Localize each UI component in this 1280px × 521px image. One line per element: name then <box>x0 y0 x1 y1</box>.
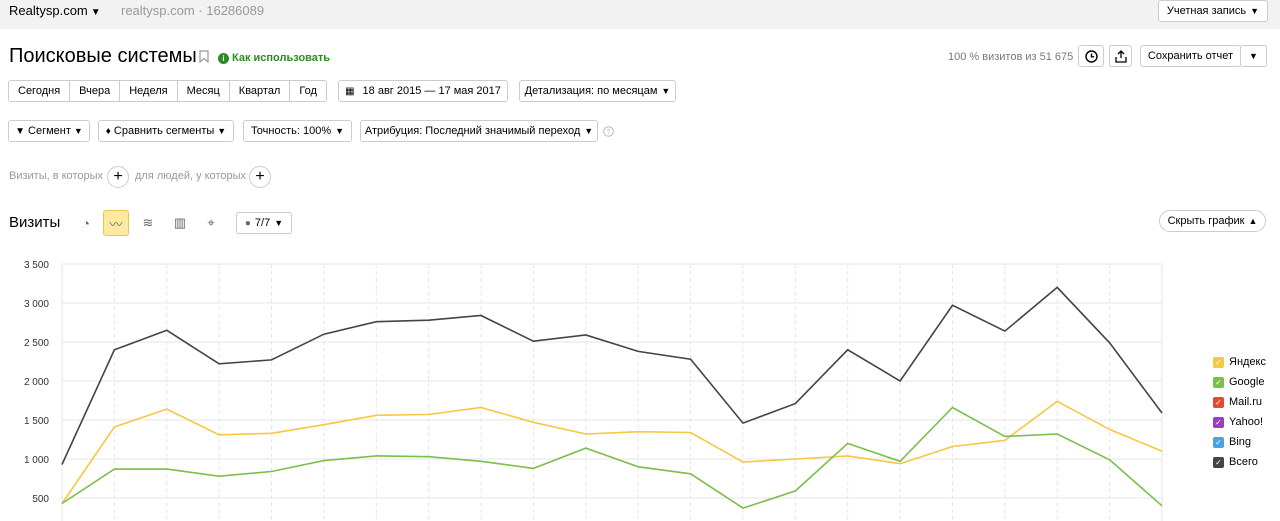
checkbox-icon: ✓ <box>1213 416 1224 428</box>
series-line <box>61 286 1163 465</box>
account-label: Учетная запись <box>1166 5 1247 17</box>
visits-line-chart[interactable]: 500 1 000 1 500 2 000 2 500 3 000 3 500 <box>0 250 1280 521</box>
account-button[interactable]: Учетная запись ▼ <box>1157 0 1268 22</box>
accuracy-dropdown[interactable]: Точность: 100% ▼ <box>243 120 352 142</box>
y-tick-label: 1 500 <box>24 416 49 427</box>
legend-label: Bing <box>1229 436 1252 448</box>
page-title: Поисковые системы <box>9 45 197 67</box>
detail-dropdown[interactable]: Детализация: по месяцам ▼ <box>519 80 676 102</box>
period-quarter[interactable]: Квартал <box>230 81 291 101</box>
chart-legend: ✓ Яндекс ✓ Google ✓ Mail.ru ✓ Yahoo! ✓ Bing ✓ Всего <box>1213 352 1266 472</box>
bookmark-icon[interactable] <box>199 50 209 63</box>
attribution-label: Атрибуция: Последний значимый переход <box>364 125 581 137</box>
chevron-down-icon: ▼ <box>335 126 345 136</box>
howto-label: Как использовать <box>232 52 331 64</box>
calendar-icon: ▦ <box>345 85 355 97</box>
date-range-label: 18 авг 2015 — 17 мая 2017 <box>362 85 501 97</box>
chevron-down-icon: ▼ <box>661 86 671 96</box>
history-button[interactable] <box>1078 45 1104 67</box>
checkbox-icon: ✓ <box>1213 456 1224 468</box>
series-line <box>61 400 1163 504</box>
legend-item[interactable]: ✓ Bing <box>1213 432 1266 452</box>
chevron-down-icon: ▼ <box>274 218 284 228</box>
map-pin-icon[interactable]: ⌖ <box>207 215 215 230</box>
series-count-label: 7/7 <box>254 217 271 229</box>
chevron-down-icon: ▼ <box>1250 6 1259 16</box>
checkbox-icon: ✓ <box>1213 376 1224 388</box>
legend-label: Google <box>1229 376 1265 388</box>
legend-item[interactable]: ✓ Всего <box>1213 452 1266 472</box>
y-tick-label: 2 500 <box>24 338 49 349</box>
y-tick-label: 3 000 <box>24 299 49 310</box>
add-people-condition-button[interactable]: + <box>249 166 271 188</box>
legend-label: Всего <box>1229 456 1258 468</box>
period-today[interactable]: Сегодня <box>9 81 71 101</box>
legend-item[interactable]: ✓ Яндекс <box>1213 352 1266 372</box>
y-tick-label: 2 000 <box>24 377 49 388</box>
attribution-dropdown[interactable]: Атрибуция: Последний значимый переход ▼ <box>360 120 598 142</box>
legend-label: Mail.ru <box>1229 396 1263 408</box>
compare-segments-dropdown[interactable]: ♦ Сравнить сегменты ▼ <box>98 120 234 142</box>
legend-item[interactable]: ✓ Google <box>1213 372 1266 392</box>
chevron-up-icon: ▲ <box>1248 216 1258 226</box>
checkbox-icon: ✓ <box>1213 396 1224 408</box>
checkbox-icon: ✓ <box>1213 356 1224 368</box>
period-week[interactable]: Неделя <box>120 81 178 101</box>
y-tick-label: 500 <box>32 494 49 505</box>
share-icon <box>1114 49 1127 63</box>
compare-label: Сравнить сегменты <box>113 125 215 137</box>
save-options-button[interactable]: ▼ <box>1240 45 1267 67</box>
y-tick-label: 1 000 <box>24 455 49 466</box>
checkbox-icon: ✓ <box>1213 436 1224 448</box>
save-report-button[interactable]: Сохранить отчет <box>1140 45 1241 67</box>
counter-label: realtysp.com · 16286089 <box>121 3 265 18</box>
hide-chart-label: Скрыть график <box>1167 215 1245 227</box>
period-year[interactable]: Год <box>299 85 317 97</box>
visits-summary: 100 % визитов из 51 675 <box>948 51 1074 63</box>
filter-icon: ▼ <box>15 125 26 137</box>
svg-text:?: ? <box>607 129 611 136</box>
legend-item[interactable]: ✓ Yahoo! <box>1213 412 1266 432</box>
top-bar: Realtysp.com ▼ realtysp.com · 16286089 Уч… <box>0 0 1280 29</box>
compare-icon: ♦ <box>105 125 111 137</box>
site-selector[interactable]: Realtysp.com ▼ <box>9 3 101 18</box>
visits-condition-label: Визиты, в которых <box>9 170 103 182</box>
chevron-down-icon: ▼ <box>584 126 594 136</box>
area-chart-icon[interactable]: ≋ <box>142 215 154 230</box>
chevron-down-icon: ▼ <box>90 7 101 18</box>
export-button[interactable] <box>1109 45 1132 67</box>
chevron-down-icon: ▼ <box>1249 51 1258 61</box>
accuracy-label: Точность: 100% <box>250 125 332 137</box>
series-count-dropdown[interactable]: ● 7/7 ▼ <box>236 212 292 234</box>
comment-icon: ● <box>244 217 251 229</box>
pie-chart-icon[interactable]: ◔ <box>82 215 90 231</box>
legend-label: Яндекс <box>1229 356 1266 368</box>
howto-link[interactable]: i Как использовать <box>218 52 330 64</box>
clock-icon <box>1084 49 1098 63</box>
period-yesterday[interactable]: Вчера <box>70 81 121 101</box>
people-condition-label: для людей, у которых <box>135 170 246 182</box>
info-icon: i <box>218 52 229 64</box>
add-visit-condition-button[interactable]: + <box>107 166 129 188</box>
date-range-button[interactable]: ▦ 18 авг 2015 — 17 мая 2017 <box>338 80 508 102</box>
save-report-label: Сохранить отчет <box>1147 50 1234 62</box>
y-tick-label: 3 500 <box>24 260 49 271</box>
segment-dropdown[interactable]: ▼ Сегмент ▼ <box>8 120 90 142</box>
period-selector: Сегодня Вчера Неделя Месяц Квартал Год <box>8 80 327 102</box>
help-icon[interactable]: ? <box>603 126 614 137</box>
bar-chart-icon[interactable]: ▥ <box>173 215 187 230</box>
chevron-down-icon: ▼ <box>217 126 227 136</box>
period-month[interactable]: Месяц <box>178 81 230 101</box>
chevron-down-icon: ▼ <box>73 126 83 136</box>
legend-label: Yahoo! <box>1229 416 1264 428</box>
series-line <box>61 406 1163 509</box>
site-name: Realtysp.com <box>9 3 88 18</box>
chart-section-label: Визиты <box>9 214 61 231</box>
legend-item[interactable]: ✓ Mail.ru <box>1213 392 1266 412</box>
detail-label: Детализация: по месяцам <box>524 85 658 97</box>
hide-chart-button[interactable]: Скрыть график ▲ <box>1159 210 1266 232</box>
line-chart-icon[interactable]: 〰 <box>103 210 129 236</box>
segment-label: Сегмент <box>28 125 71 137</box>
